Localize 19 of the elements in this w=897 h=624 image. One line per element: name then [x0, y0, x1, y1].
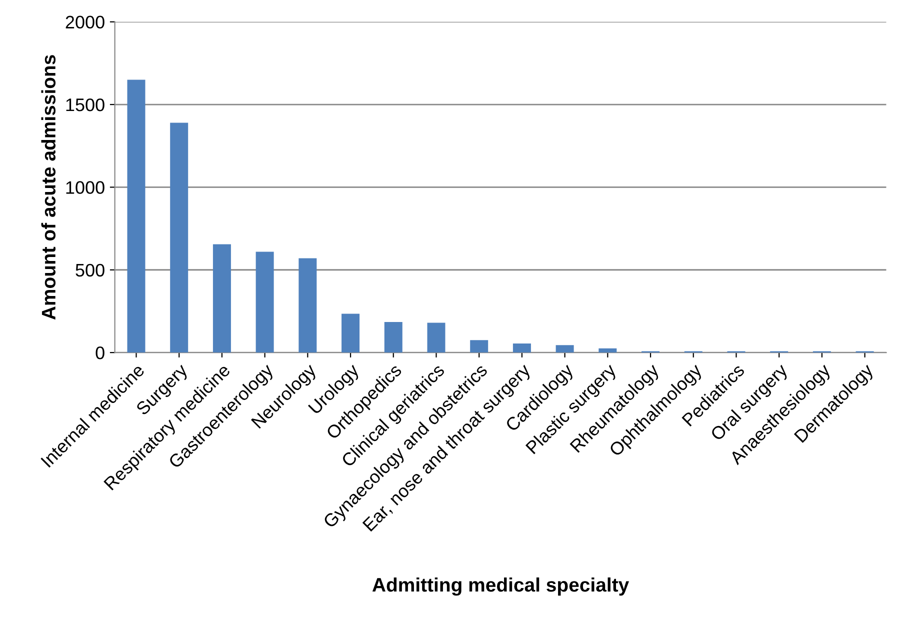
y-tick-label: 2000 [66, 16, 104, 29]
bar [384, 322, 402, 353]
bar [342, 314, 360, 353]
y-tick-label: 1000 [66, 181, 104, 194]
bar [512, 343, 531, 353]
y-tick-label: 0 [96, 346, 104, 360]
bar [427, 322, 446, 353]
bar [127, 80, 146, 353]
bar [170, 122, 188, 353]
bar [598, 348, 617, 353]
bar [556, 345, 574, 353]
bar [212, 244, 231, 353]
bar [470, 340, 488, 353]
y-tick-label: 1500 [66, 98, 104, 112]
x-axis-title: Admitting medical specialty [372, 577, 630, 596]
bar [256, 252, 274, 353]
y-tick-label: 500 [76, 264, 104, 277]
bar [298, 258, 317, 353]
y-axis-title: Amount of acute admissions [41, 55, 56, 320]
